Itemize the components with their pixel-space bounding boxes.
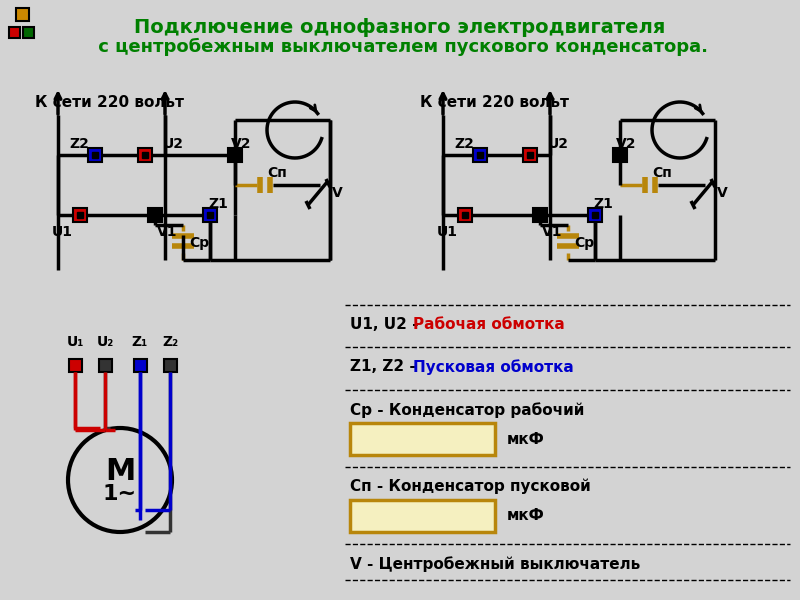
Polygon shape: [9, 26, 19, 37]
Text: V - Центробежный выключатель: V - Центробежный выключатель: [350, 556, 640, 572]
Polygon shape: [22, 26, 34, 37]
Text: V1: V1: [157, 225, 178, 239]
Text: Z2: Z2: [454, 137, 474, 151]
Text: V: V: [332, 186, 342, 200]
Polygon shape: [148, 208, 162, 222]
Text: U1: U1: [437, 225, 458, 239]
Text: Z2: Z2: [69, 137, 89, 151]
Polygon shape: [203, 208, 217, 222]
Polygon shape: [613, 148, 627, 162]
FancyBboxPatch shape: [350, 423, 495, 455]
Polygon shape: [207, 212, 213, 218]
Polygon shape: [77, 212, 83, 218]
Polygon shape: [73, 208, 87, 222]
Text: Z₁: Z₁: [132, 335, 148, 349]
Polygon shape: [138, 148, 152, 162]
Text: Рабочая обмотка: Рабочая обмотка: [413, 317, 565, 332]
Polygon shape: [92, 152, 98, 158]
Text: Z1, Z2 -: Z1, Z2 -: [350, 359, 421, 374]
Polygon shape: [592, 212, 598, 218]
Text: Ср: Ср: [574, 236, 594, 250]
Text: Ср - Конденсатор рабочий: Ср - Конденсатор рабочий: [350, 402, 584, 418]
Text: Z₂: Z₂: [162, 335, 178, 349]
Text: Ср: Ср: [189, 236, 209, 250]
Text: U₂: U₂: [96, 335, 114, 349]
Polygon shape: [523, 148, 537, 162]
Polygon shape: [462, 212, 468, 218]
Text: мкФ: мкФ: [507, 431, 545, 446]
Polygon shape: [88, 148, 102, 162]
Polygon shape: [15, 7, 29, 20]
Polygon shape: [98, 358, 111, 371]
Text: U1: U1: [51, 225, 73, 239]
Text: Сп: Сп: [652, 166, 672, 180]
Polygon shape: [477, 152, 483, 158]
Polygon shape: [588, 208, 602, 222]
Polygon shape: [134, 358, 146, 371]
Polygon shape: [228, 148, 242, 162]
Polygon shape: [142, 152, 148, 158]
Text: Пусковая обмотка: Пусковая обмотка: [413, 359, 574, 375]
FancyBboxPatch shape: [350, 500, 495, 532]
Polygon shape: [69, 358, 82, 371]
Polygon shape: [458, 208, 472, 222]
Text: V: V: [717, 186, 728, 200]
Text: Сп: Сп: [267, 166, 286, 180]
Polygon shape: [163, 358, 177, 371]
Text: Сп - Конденсатор пусковой: Сп - Конденсатор пусковой: [350, 479, 590, 494]
Polygon shape: [533, 208, 547, 222]
Text: V2: V2: [231, 137, 251, 151]
Text: с центробежным выключателем пускового конденсатора.: с центробежным выключателем пускового ко…: [92, 38, 708, 56]
Text: К сети 220 вольт: К сети 220 вольт: [420, 95, 569, 110]
Text: V1: V1: [542, 225, 562, 239]
Text: M: M: [105, 457, 135, 487]
Text: Подключение однофазного электродвигателя: Подключение однофазного электродвигателя: [134, 18, 666, 37]
Text: К сети 220 вольт: К сети 220 вольт: [35, 95, 184, 110]
Text: Z1: Z1: [208, 197, 228, 211]
Text: U2: U2: [548, 137, 569, 151]
Polygon shape: [473, 148, 487, 162]
Text: U1, U2 -: U1, U2 -: [350, 317, 424, 332]
Text: U2: U2: [163, 137, 184, 151]
Text: U₁: U₁: [66, 335, 84, 349]
Text: Z1: Z1: [593, 197, 613, 211]
Polygon shape: [527, 152, 533, 158]
Text: V2: V2: [616, 137, 637, 151]
Text: 1~: 1~: [103, 484, 137, 504]
Text: мкФ: мкФ: [507, 509, 545, 523]
